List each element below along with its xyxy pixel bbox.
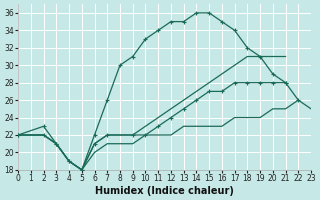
X-axis label: Humidex (Indice chaleur): Humidex (Indice chaleur) bbox=[95, 186, 234, 196]
